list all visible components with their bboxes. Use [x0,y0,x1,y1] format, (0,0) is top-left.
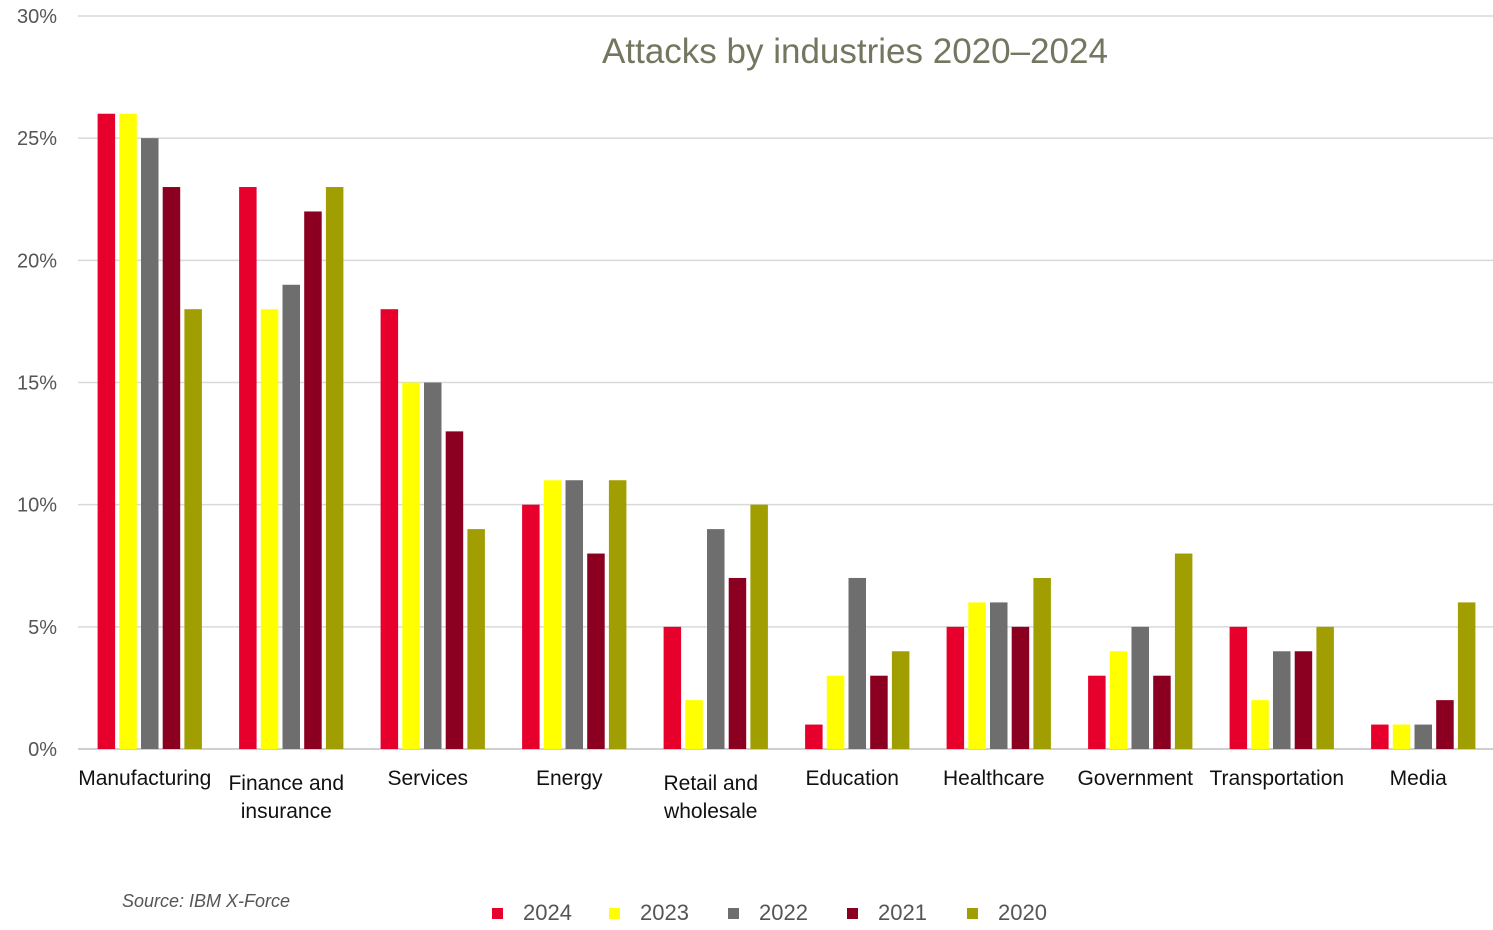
bar-2023-4 [685,700,703,749]
bar-2023-0 [119,113,137,749]
legend-swatch [847,907,858,919]
bar-2022-3 [565,480,583,749]
x-tick-label: insurance [241,800,332,823]
y-tick-label: 30% [17,6,57,28]
bar-2022-9 [1414,724,1432,749]
legend-label: 2021 [878,900,927,925]
bar-2024-4 [663,626,682,749]
bar-2024-2 [380,309,399,749]
x-tick-label: Media [1390,767,1448,790]
bar-2024-8 [1229,626,1248,749]
x-tick-label: Healthcare [943,767,1045,790]
bar-2022-1 [282,284,300,749]
bar-2023-7 [1109,651,1128,749]
bars [97,113,1476,750]
bar-2023-6 [968,602,986,749]
chart-title: Attacks by industries 2020–2024 [602,32,1108,71]
y-tick-label: 10% [17,495,57,517]
legend-swatch [492,907,503,919]
legend-label: 2024 [523,900,572,925]
legend-item-2021: 2021 [847,900,927,926]
bar-2020-1 [325,187,344,750]
bar-2020-2 [467,529,485,749]
x-tick-label: Transportation [1209,767,1344,790]
bar-2021-1 [304,211,322,749]
y-tick-label: 15% [17,373,57,395]
bar-2023-5 [826,675,845,749]
bar-2021-4 [728,577,747,749]
bar-2024-9 [1371,724,1389,749]
x-tick-label: Manufacturing [78,767,211,790]
legend-item-2022: 2022 [728,900,808,926]
bar-2021-2 [445,431,464,749]
bar-2022-2 [424,382,442,749]
bar-2023-9 [1392,724,1411,749]
legend-swatch [967,907,978,919]
bar-2022-7 [1131,626,1149,749]
y-axis-ticks: 0% 5% 10% 15% 20% 25% 30% [17,6,57,761]
bar-2022-6 [990,602,1008,749]
bar-2020-4 [750,504,768,749]
bar-2020-0 [184,309,202,749]
bar-2024-1 [239,187,257,750]
bar-2023-2 [402,382,420,749]
bar-2020-5 [891,651,910,749]
bar-2024-6 [946,626,965,749]
bar-2022-5 [848,577,866,749]
bar-2021-3 [587,553,605,749]
bar-2022-4 [707,529,725,749]
x-tick-label: Education [806,767,899,790]
bar-2021-6 [1011,626,1030,749]
source-note: Source: IBM X-Force [122,891,291,911]
legend-swatch [728,907,739,919]
bar-2021-9 [1436,700,1454,749]
x-axis-ticks: Manufacturing Finance and insurance Service… [78,767,1447,823]
bar-2022-8 [1273,651,1291,749]
bar-2020-3 [608,480,627,749]
bar-2024-7 [1088,675,1106,749]
bar-2021-0 [162,187,181,750]
legend-item-2024: 2024 [492,900,572,926]
bar-2021-8 [1294,651,1313,749]
legend-label: 2020 [998,900,1047,925]
x-tick-label: wholesale [663,800,757,823]
bar-2024-5 [805,724,823,749]
x-tick-label: Energy [536,767,603,790]
y-tick-label: 25% [17,128,57,150]
y-tick-label: 20% [17,250,57,272]
bar-2022-0 [141,138,159,749]
x-tick-label: Finance and [228,772,344,795]
bar-2023-3 [543,480,562,749]
bar-2024-0 [97,113,116,749]
bar-2023-8 [1251,700,1269,749]
legend-item-2020: 2020 [967,900,1047,926]
bar-2020-6 [1033,577,1051,749]
bar-2023-1 [260,309,279,749]
bar-2021-5 [870,675,888,749]
x-tick-label: Retail and [663,772,758,795]
legend-label: 2022 [759,900,808,925]
bar-2020-8 [1316,626,1334,749]
legend-swatch [609,907,620,919]
x-tick-label: Services [387,767,468,790]
bar-2020-7 [1174,553,1193,749]
bar-2024-3 [522,504,540,749]
bar-2021-7 [1153,675,1171,749]
x-tick-label: Government [1077,767,1193,790]
legend-label: 2023 [640,900,689,925]
bar-2020-9 [1457,602,1476,749]
y-tick-label: 5% [28,617,57,639]
legend-item-2023: 2023 [609,900,689,926]
y-tick-label: 0% [28,739,57,761]
